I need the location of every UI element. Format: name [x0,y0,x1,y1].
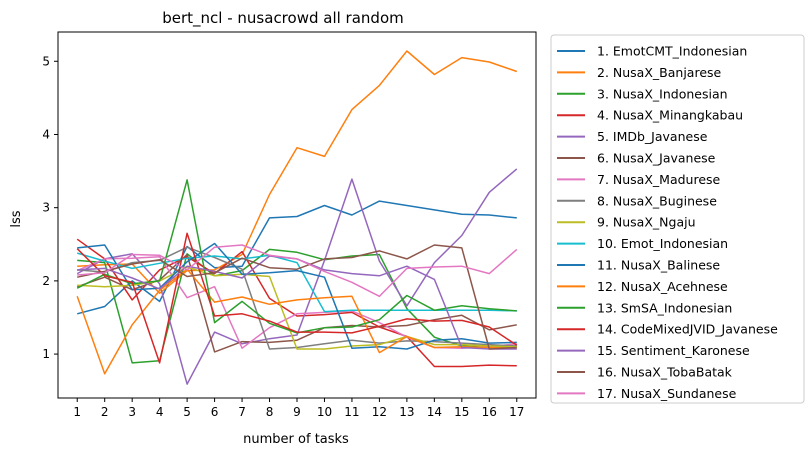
x-tick-label: 14 [427,405,442,419]
x-tick-label: 3 [128,405,136,419]
x-tick-label: 12 [372,405,387,419]
chart-title: bert_ncl - nusacrowd all random [162,9,403,28]
legend-label: 16. NusaX_TobaBatak [597,365,733,380]
x-axis: 1 2 3 4 5 6 7 8 9 10 11 12 13 14 15 16 17 [73,398,524,419]
legend-label: 11. NusaX_Balinese [597,258,720,273]
legend-label: 7. NusaX_Madurese [597,172,721,187]
x-tick-label: 9 [293,405,301,419]
x-tick-label: 2 [101,405,109,419]
x-tick-label: 17 [509,405,524,419]
series-line-6 [76,253,517,353]
series-line-4 [76,238,517,368]
x-tick-label: 16 [482,405,497,419]
series-line-16 [77,244,517,350]
y-tick-label: 5 [42,54,50,68]
legend-label: 4. NusaX_Minangkabau [597,108,743,123]
legend-label: 9. NusaX_Ngaju [597,215,696,230]
series-line-10 [76,252,517,313]
x-tick-label: 5 [183,405,191,419]
y-tick-label: 4 [42,127,50,141]
y-axis-label: lss [9,210,24,227]
y-tick-label: 3 [42,201,50,215]
series-line-13 [76,179,517,334]
y-tick-label: 1 [42,347,50,361]
x-tick-label: 15 [454,405,469,419]
legend-label: 3. NusaX_Indonesian [597,86,728,101]
legend: 1. EmotCMT_Indonesian 2. NusaX_Banjarese 3… [550,34,805,404]
x-tick-label: 8 [266,405,274,419]
legend-label: 6. NusaX_Javanese [597,151,716,166]
legend-label: 10. Emot_Indonesian [597,236,728,251]
x-axis-label: number of tasks [243,432,349,447]
legend-label: 1. EmotCMT_Indonesian [597,44,747,59]
x-tick-label: 6 [211,405,219,419]
legend-label: 15. Sentiment_Karonese [597,343,750,358]
x-tick-label: 11 [344,405,359,419]
y-tick-label: 2 [42,274,50,288]
plot-lines [76,50,518,385]
legend-label: 2. NusaX_Banjarese [597,65,722,80]
series-line-14 [76,232,518,364]
y-axis: 1 2 3 4 5 [42,54,58,361]
legend-label: 5. IMDb_Javanese [597,129,708,144]
series-line-17 [77,244,518,298]
legend-label: 13. SmSA_Indonesian [597,300,732,315]
x-tick-label: 4 [156,405,164,419]
series-line-1 [77,200,517,315]
legend-label: 14. CodeMixedJVID_Javanese [597,322,778,337]
legend-label: 17. NusaX_Sundanese [597,386,737,401]
x-tick-label: 1 [73,405,81,419]
x-tick-label: 10 [317,405,332,419]
series-line-12 [76,268,517,375]
legend-label: 8. NusaX_Buginese [597,193,717,208]
x-tick-label: 7 [238,405,246,419]
x-tick-label: 13 [399,405,414,419]
series-line-11 [77,242,517,350]
legend-items: 1. EmotCMT_Indonesian 2. NusaX_Banjarese 3… [557,44,778,401]
legend-label: 12. NusaX_Acehnese [597,279,728,294]
series-line-5 [76,168,518,385]
legend-box [550,34,805,404]
